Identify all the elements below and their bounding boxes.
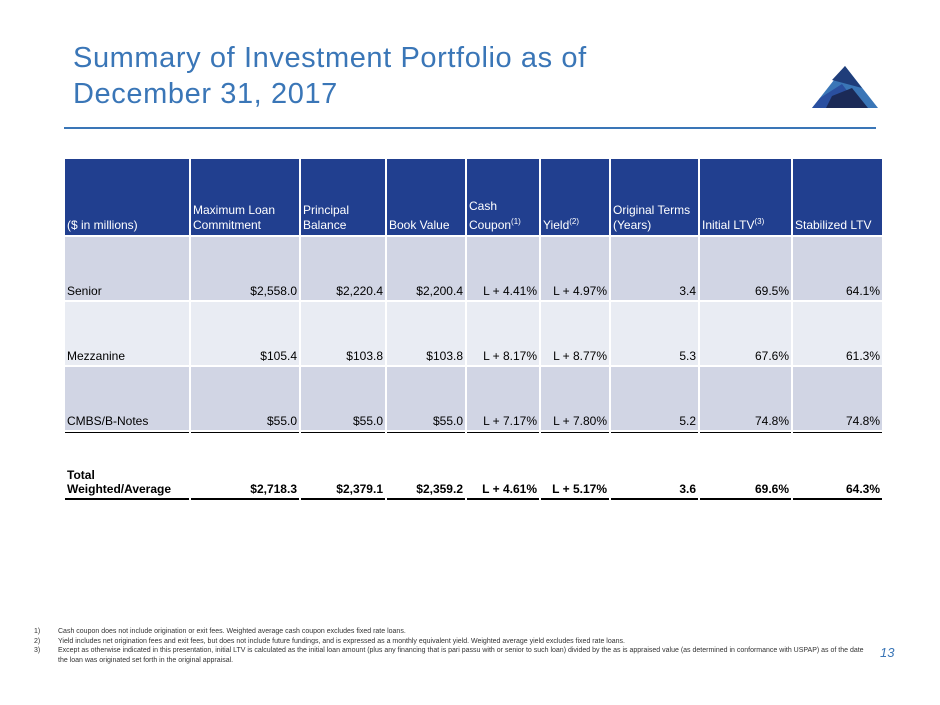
row-label: Mezzanine (65, 302, 189, 365)
table-header-row: ($ in millions) Maximum Loan Commitment Pr… (65, 159, 882, 235)
column-header-label: Book Value (389, 218, 450, 232)
footnote-number: 1) (34, 628, 41, 635)
column-header-label: Yield (543, 218, 570, 232)
table-row: Mezzanine $105.4 $103.8 $103.8 L + 8.17% L + … (65, 302, 882, 365)
table-cell: 69.5% (700, 237, 791, 300)
total-cell: $2,359.2 (387, 432, 465, 500)
footnotes: 1) Cash coupon does not include originati… (34, 627, 874, 665)
column-header-label: Original Terms (Years) (613, 203, 691, 232)
table-cell: 64.1% (793, 237, 882, 300)
table-cell: $2,220.4 (301, 237, 385, 300)
table-cell: $2,558.0 (191, 237, 299, 300)
table-cell: 67.6% (700, 302, 791, 365)
total-cell: L + 5.17% (541, 432, 609, 500)
column-header-label: Principal Balance (303, 203, 350, 232)
footnote-ref: (2) (569, 217, 580, 226)
table-cell: 5.2 (611, 367, 698, 430)
column-header: Stabilized LTV (793, 159, 882, 235)
column-header-label: ($ in millions) (67, 218, 138, 232)
footnote: 3) Except as otherwise indicated in this … (34, 646, 874, 665)
column-header-label: Maximum Loan Commitment (193, 203, 276, 232)
column-header: Book Value (387, 159, 465, 235)
column-header: Cash Coupon(1) (467, 159, 539, 235)
table-cell: 74.8% (793, 367, 882, 430)
total-label: Total Weighted/Average (65, 432, 189, 500)
footnote-number: 2) (34, 637, 41, 645)
footnote-text: Cash coupon does not include origination… (58, 628, 406, 635)
table-cell: L + 8.17% (467, 302, 539, 365)
footnote: 2) Yield includes net origination fees an… (34, 637, 874, 647)
table-cell: L + 7.80% (541, 367, 609, 430)
table-row: Senior $2,558.0 $2,220.4 $2,200.4 L + 4.41% L… (65, 237, 882, 300)
total-cell: 69.6% (700, 432, 791, 500)
table-cell: $2,200.4 (387, 237, 465, 300)
footnote: 1) Cash coupon does not include originati… (34, 627, 874, 637)
total-cell: $2,379.1 (301, 432, 385, 500)
total-cell: L + 4.61% (467, 432, 539, 500)
table-cell: $103.8 (301, 302, 385, 365)
portfolio-table: ($ in millions) Maximum Loan Commitment Pr… (63, 157, 884, 502)
footnote-text: Yield includes net origination fees and … (58, 637, 625, 645)
table-cell: L + 4.41% (467, 237, 539, 300)
page-number: 13 (880, 645, 895, 660)
column-header: Principal Balance (301, 159, 385, 235)
title-divider (64, 127, 876, 129)
table-cell: $55.0 (387, 367, 465, 430)
column-header-label: Initial LTV (702, 218, 755, 232)
table-cell: 3.4 (611, 237, 698, 300)
footnote-text: Except as otherwise indicated in this pr… (58, 647, 864, 664)
row-label: CMBS/B-Notes (65, 367, 189, 430)
row-label: Senior (65, 237, 189, 300)
column-header: Original Terms (Years) (611, 159, 698, 235)
column-header: Maximum Loan Commitment (191, 159, 299, 235)
table-cell: 74.8% (700, 367, 791, 430)
column-header-label: Stabilized LTV (795, 218, 872, 232)
table-cell: L + 7.17% (467, 367, 539, 430)
table-cell: $105.4 (191, 302, 299, 365)
footnote-ref: (3) (754, 217, 765, 226)
page-title: Summary of Investment Portfolio as of De… (73, 40, 713, 112)
table-cell: $103.8 (387, 302, 465, 365)
table-cell: 5.3 (611, 302, 698, 365)
page-title-line-1: Summary of Investment Portfolio as of (73, 42, 587, 74)
table-row: CMBS/B-Notes $55.0 $55.0 $55.0 L + 7.17% L + … (65, 367, 882, 430)
column-header: ($ in millions) (65, 159, 189, 235)
total-cell: 3.6 (611, 432, 698, 500)
total-cell: 64.3% (793, 432, 882, 500)
column-header: Yield(2) (541, 159, 609, 235)
footnote-ref: (1) (511, 217, 521, 226)
table-cell: $55.0 (191, 367, 299, 430)
column-header: Initial LTV(3) (700, 159, 791, 235)
table-cell: L + 4.97% (541, 237, 609, 300)
total-cell: $2,718.3 (191, 432, 299, 500)
footnote-number: 3) (34, 647, 41, 654)
mountain-logo-icon (812, 66, 878, 108)
total-row: Total Weighted/Average $2,718.3 $2,379.1 $2… (65, 432, 882, 500)
table-cell: 61.3% (793, 302, 882, 365)
column-header-label: Cash Coupon (469, 199, 512, 232)
table-cell: $55.0 (301, 367, 385, 430)
table-cell: L + 8.77% (541, 302, 609, 365)
page-title-line-2: December 31, 2017 (73, 78, 338, 110)
